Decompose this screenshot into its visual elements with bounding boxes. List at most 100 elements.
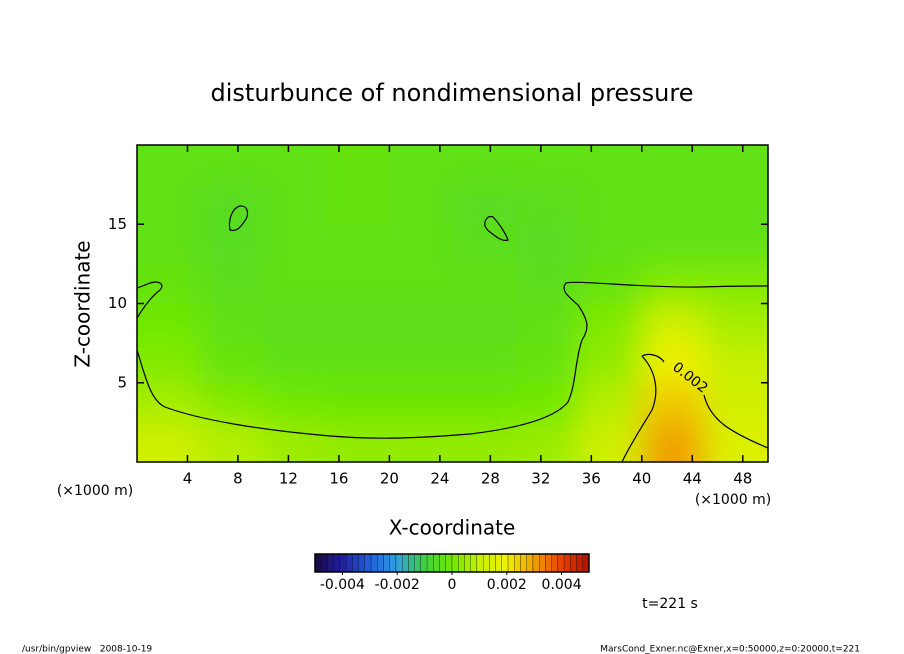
field-cell xyxy=(578,422,643,462)
field-cell xyxy=(389,422,453,462)
contours xyxy=(136,205,769,463)
field-cell xyxy=(515,224,580,265)
field-cell xyxy=(641,145,706,186)
x-tick-label: 32 xyxy=(531,470,550,488)
x-tick-label: 8 xyxy=(233,470,243,488)
colorbar-swatch xyxy=(539,553,546,573)
colorbar-swatch xyxy=(495,553,502,573)
field-cell xyxy=(263,145,327,186)
colorbar-swatch xyxy=(551,553,559,573)
colorbar-tick-label: 0.002 xyxy=(487,577,527,593)
field-cell xyxy=(704,224,768,265)
field-cell xyxy=(704,184,768,225)
colorbar-swatch xyxy=(339,553,347,573)
colorbar-swatch xyxy=(526,553,534,573)
colorbar: -0.004 -0.002 0 0.002 0.004 xyxy=(314,553,590,593)
colorbar-swatch xyxy=(414,553,422,573)
footer-right: MarsCond_Exner.nc@Exner,x=0:50000,z=0:20… xyxy=(600,645,860,654)
colorbar-swatch xyxy=(451,553,459,573)
field-cell xyxy=(200,343,264,384)
x-unit: (×1000 m) xyxy=(695,492,771,508)
field-cell xyxy=(515,303,580,344)
colorbar-swatch xyxy=(383,553,390,573)
field-cell xyxy=(704,263,768,304)
y-tick-label: 5 xyxy=(117,373,127,391)
colorbar-swatch xyxy=(433,553,440,573)
colorbar-swatch xyxy=(514,553,521,573)
colorbar-swatch xyxy=(470,553,478,573)
colorbar-swatch xyxy=(476,553,484,573)
field-cell xyxy=(641,184,706,225)
colorbar-swatch xyxy=(402,553,409,573)
field-cell xyxy=(263,382,327,423)
field-cell xyxy=(389,382,453,423)
field-cell xyxy=(137,343,201,384)
field-cell xyxy=(578,145,643,186)
colorbar-swatch xyxy=(576,553,583,573)
field-cells xyxy=(137,145,768,462)
field-cell xyxy=(452,184,517,225)
field-cell xyxy=(137,224,201,265)
colorbar-swatch xyxy=(501,553,509,573)
x-tick-label: 36 xyxy=(582,470,601,488)
colorbar-frame xyxy=(314,553,590,573)
field-cell xyxy=(389,224,453,265)
colorbar-swatch xyxy=(370,553,378,573)
colorbar-swatch xyxy=(364,553,372,573)
colorbar-swatch xyxy=(395,553,403,573)
field-cell xyxy=(200,145,264,186)
x-tick-label: 44 xyxy=(683,470,702,488)
colorbar-swatch xyxy=(321,553,328,573)
colorbar-swatch xyxy=(520,553,527,573)
field-cell xyxy=(137,422,201,462)
colorbar-tick-label: 0 xyxy=(448,577,457,593)
field-cell xyxy=(641,224,706,265)
field-cell xyxy=(326,145,390,186)
x-tick-label: 12 xyxy=(279,470,298,488)
x-tick-label: 24 xyxy=(430,470,449,488)
colorbar-swatch xyxy=(327,553,334,573)
field-cell xyxy=(263,303,327,344)
field-cell xyxy=(641,382,706,423)
contour-line xyxy=(621,353,769,463)
field-cell xyxy=(641,263,706,304)
colorbar-swatch xyxy=(314,553,322,573)
contour-line xyxy=(228,205,249,232)
field-cell xyxy=(389,263,453,304)
field-cell xyxy=(326,263,390,304)
field-cell xyxy=(137,145,201,186)
colorbar-swatch xyxy=(408,553,415,573)
field-cell xyxy=(452,382,517,423)
field-cell xyxy=(263,422,327,462)
field-cell xyxy=(200,422,264,462)
field-cell xyxy=(578,382,643,423)
field-cell xyxy=(389,145,453,186)
colorbar-swatch xyxy=(420,553,428,573)
field-cell xyxy=(263,343,327,384)
colorbar-swatch xyxy=(426,553,434,573)
field-cell xyxy=(578,303,643,344)
y-tick-label: 15 xyxy=(108,215,127,233)
field-cell xyxy=(641,303,706,344)
field-cell xyxy=(263,184,327,225)
x-tick-label: 4 xyxy=(183,470,193,488)
x-axis-label: X-coordinate xyxy=(389,516,516,540)
x-tick-label: 28 xyxy=(481,470,500,488)
field-cell xyxy=(704,145,768,186)
field-cell xyxy=(515,343,580,384)
field-cell xyxy=(326,224,390,265)
field-cell xyxy=(704,303,768,344)
colorbar-swatch xyxy=(458,553,465,573)
field xyxy=(137,145,768,462)
field-cell xyxy=(263,224,327,265)
field-cell xyxy=(200,303,264,344)
colorbar-swatch xyxy=(570,553,577,573)
field-cell xyxy=(263,263,327,304)
colorbar-swatch xyxy=(489,553,496,573)
field-cell xyxy=(578,184,643,225)
field-cell xyxy=(326,184,390,225)
field-cell xyxy=(515,263,580,304)
x-tick-label: 40 xyxy=(632,470,651,488)
